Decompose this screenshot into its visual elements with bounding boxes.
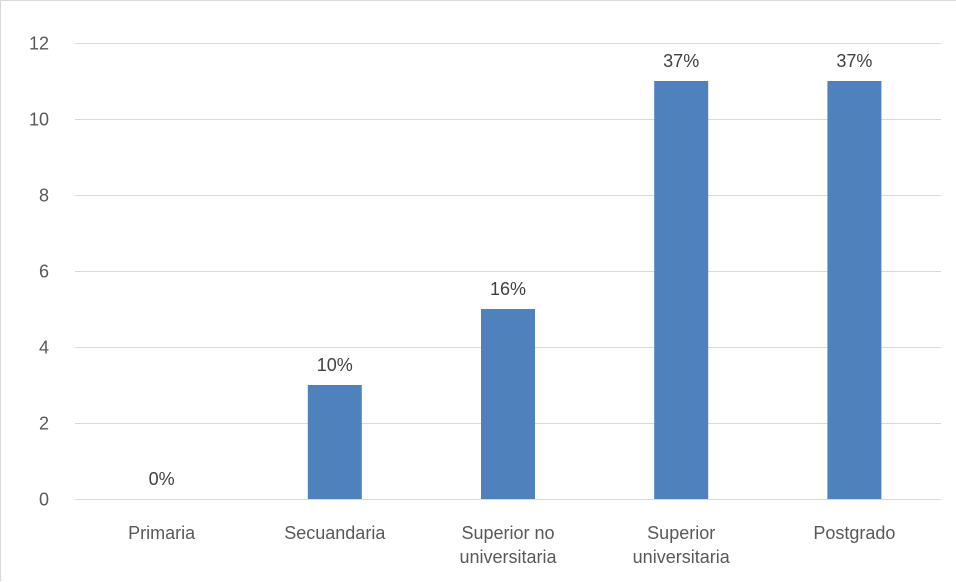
y-tick-label: 8 <box>39 186 49 206</box>
x-tick-label: Superior universitaria <box>633 523 731 567</box>
y-tick-label: 10 <box>29 110 49 130</box>
data-label: 0% <box>149 469 175 489</box>
x-axis-tick-labels: Primaria Secuandaria Superior no universita… <box>128 523 895 567</box>
x-tick-label: Postgrado <box>813 523 895 543</box>
x-tick-label: Secuandaria <box>284 523 386 543</box>
y-tick-label: 12 <box>29 34 49 54</box>
data-label: 37% <box>663 51 699 71</box>
data-labels: 0% 10% 16% 37% 37% <box>149 51 873 489</box>
x-tick-label: Superior no universitaria <box>459 523 557 567</box>
data-label: 16% <box>490 279 526 299</box>
bar <box>307 385 362 499</box>
bar <box>481 309 535 499</box>
y-axis-tick-labels: 0 2 4 6 8 10 12 <box>29 34 49 510</box>
y-tick-label: 6 <box>39 262 49 282</box>
bar <box>827 81 882 499</box>
y-tick-label: 4 <box>39 338 49 358</box>
data-label: 37% <box>836 51 872 71</box>
data-label: 10% <box>317 355 353 375</box>
bars <box>307 81 882 499</box>
y-tick-label: 0 <box>39 490 49 510</box>
bar <box>654 81 709 499</box>
x-tick-label: Primaria <box>128 523 196 543</box>
y-tick-label: 2 <box>39 414 49 434</box>
